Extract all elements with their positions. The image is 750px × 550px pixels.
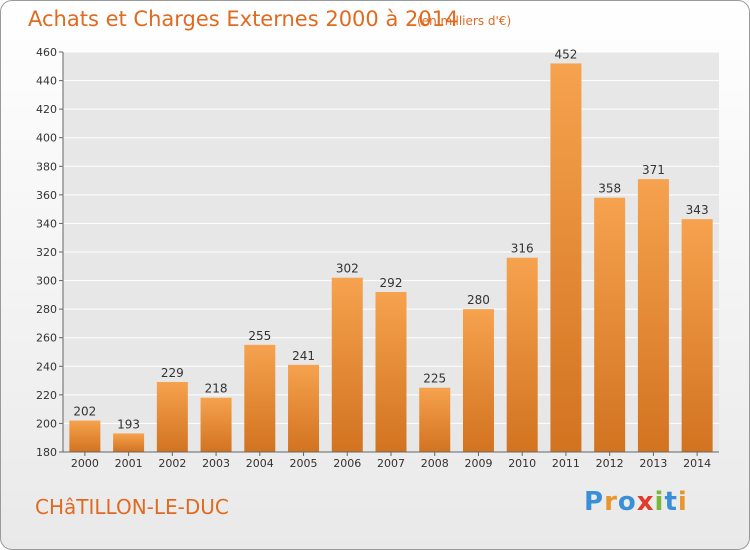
- data-label: 316: [511, 242, 534, 256]
- data-label: 302: [336, 262, 359, 276]
- data-label: 343: [686, 203, 709, 217]
- x-tick-label: 2001: [115, 457, 143, 470]
- bar-2008: [419, 387, 451, 452]
- data-label: 255: [248, 329, 271, 343]
- x-tick-label: 2002: [158, 457, 186, 470]
- y-tick-label: 240: [36, 360, 57, 373]
- data-label: 358: [598, 182, 621, 196]
- bar-2007: [375, 292, 407, 452]
- bar-2012: [594, 197, 626, 452]
- data-label: 225: [423, 372, 446, 386]
- data-label: 218: [205, 382, 228, 396]
- y-tick-label: 420: [36, 103, 57, 116]
- data-label: 292: [380, 276, 403, 290]
- y-tick-label: 460: [36, 46, 57, 59]
- proxiti-logo[interactable]: Proxiti: [584, 487, 688, 517]
- logo-letter: i: [654, 487, 665, 517]
- x-tick-label: 2010: [508, 457, 536, 470]
- data-label: 241: [292, 349, 315, 363]
- x-tick-label: 2009: [464, 457, 492, 470]
- bar-2002: [156, 382, 188, 452]
- y-tick-label: 180: [36, 446, 57, 459]
- y-tick-label: 400: [36, 132, 57, 145]
- y-tick-label: 380: [36, 160, 57, 173]
- bar-2001: [113, 433, 145, 452]
- x-tick-label: 2014: [683, 457, 711, 470]
- bar-2009: [462, 309, 494, 452]
- commune-name: CHâTILLON-LE-DUC: [35, 495, 229, 519]
- data-label: 202: [73, 405, 96, 419]
- logo-letter: o: [617, 487, 637, 517]
- bar-2000: [69, 420, 101, 452]
- x-tick-label: 2012: [596, 457, 624, 470]
- bar-2005: [288, 364, 320, 452]
- x-tick-label: 2007: [377, 457, 405, 470]
- y-tick-label: 320: [36, 246, 57, 259]
- logo-letter: P: [584, 487, 605, 517]
- bar-2014: [681, 219, 713, 452]
- y-tick-label: 360: [36, 189, 57, 202]
- y-tick-label: 440: [36, 75, 57, 88]
- y-tick-label: 280: [36, 303, 57, 316]
- bar-2013: [637, 179, 669, 452]
- y-tick-label: 300: [36, 275, 57, 288]
- y-tick-label: 200: [36, 417, 57, 430]
- data-label: 452: [554, 47, 577, 61]
- bar-2003: [200, 397, 232, 452]
- logo-letter: r: [604, 487, 618, 517]
- y-tick-label: 340: [36, 217, 57, 230]
- x-tick-label: 2005: [290, 457, 318, 470]
- x-tick-label: 2003: [202, 457, 230, 470]
- logo-letter: x: [636, 487, 655, 517]
- x-tick-label: 2006: [333, 457, 361, 470]
- bar-2010: [506, 257, 538, 452]
- x-tick-label: 2000: [71, 457, 99, 470]
- data-label: 229: [161, 366, 184, 380]
- x-tick-label: 2004: [246, 457, 274, 470]
- y-tick-label: 220: [36, 389, 57, 402]
- data-label: 280: [467, 293, 490, 307]
- bar-2004: [244, 344, 276, 452]
- data-label: 193: [117, 417, 140, 431]
- data-label: 371: [642, 163, 665, 177]
- y-tick-label: 260: [36, 332, 57, 345]
- logo-letter: t: [664, 487, 678, 517]
- bar-2011: [550, 63, 582, 453]
- bar-2006: [331, 277, 363, 452]
- logo-letter: i: [677, 487, 688, 517]
- chart-title: Achats et Charges Externes 2000 à 2014: [28, 7, 459, 31]
- x-tick-label: 2011: [552, 457, 580, 470]
- chart-subtitle: (en milliers d'€): [417, 14, 512, 28]
- x-tick-label: 2013: [639, 457, 667, 470]
- x-tick-label: 2008: [421, 457, 449, 470]
